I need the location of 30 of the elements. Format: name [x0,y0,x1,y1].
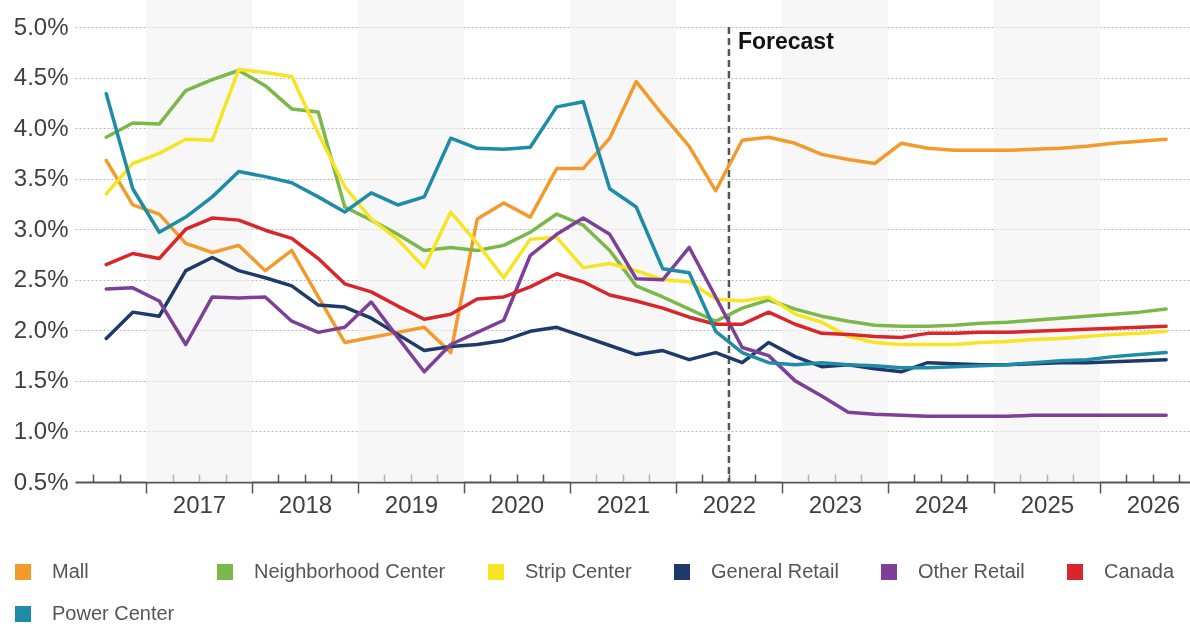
x-tick-label: 2026 [1126,490,1181,518]
legend-label: Other Retail [918,560,1025,582]
y-tick-label: 3.0% [13,214,69,242]
x-tick-label: 2024 [914,490,969,518]
legend-label: Neighborhood Center [254,560,446,582]
x-tick-label: 2018 [278,490,333,518]
x-tick-label: 2021 [596,490,651,518]
ref-line-label: Forecast [737,28,835,54]
y-tick-label: 1.0% [13,416,69,444]
y-tick-label: 4.5% [13,63,69,91]
y-tick-label: 1.5% [13,366,69,394]
x-tick-label: 2019 [384,490,439,518]
y-tick-label: 4.0% [13,113,69,141]
y-tick-label: 0.5% [13,467,69,495]
x-tick-label: 2023 [808,490,863,518]
line-series [104,216,1168,419]
legend-label: Mall [52,560,89,582]
legend-label: General Retail [711,560,839,582]
y-tick-label: 2.0% [13,315,69,343]
legend-label: Power Center [52,602,175,624]
line-series [104,216,1168,340]
legend-label: Strip Center [525,560,633,582]
x-tick-label: 2017 [172,490,227,518]
y-tick-label: 3.5% [13,164,69,192]
x-tick-label: 2020 [490,490,545,518]
x-tick-label: 2022 [702,490,757,518]
legend-label: Canada [1104,560,1175,582]
y-tick-label: 5.0% [13,12,69,40]
x-tick-label: 2025 [1020,490,1075,518]
y-tick-label: 2.5% [13,265,69,293]
